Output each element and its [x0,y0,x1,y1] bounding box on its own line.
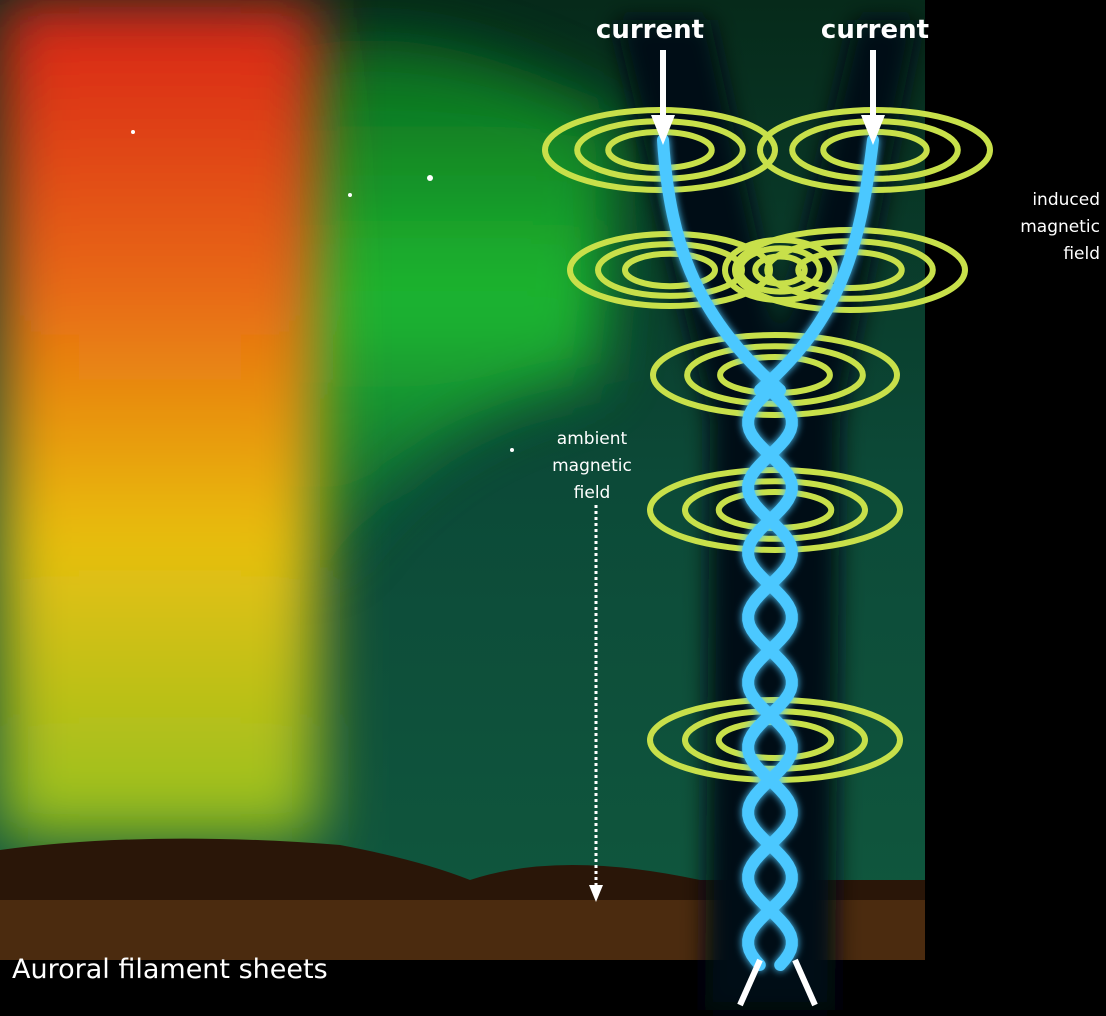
ambient-field-label: magnetic [552,456,632,476]
diagram: current current induced magnetic field ambien… [0,0,1106,1016]
ambient-field-label: ambient [557,429,628,449]
caption: Auroral filament sheets [12,954,328,985]
induced-field-label: induced [1032,190,1100,210]
current-label: current [596,15,704,45]
current-label: current [821,15,929,45]
induced-field-label: field [1063,244,1100,264]
ambient-field-label: field [574,483,611,503]
induced-field-label: magnetic [1020,217,1100,237]
